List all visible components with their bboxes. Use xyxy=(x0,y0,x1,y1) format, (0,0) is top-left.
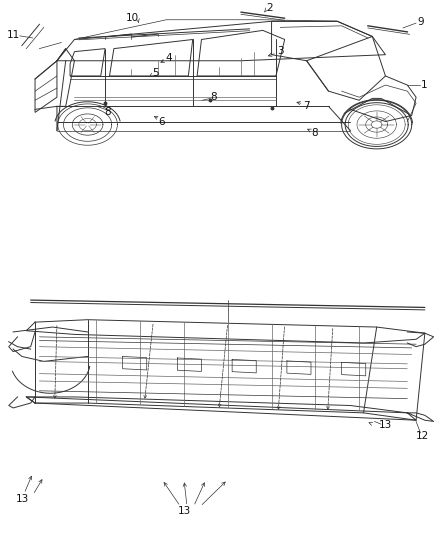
Text: 8: 8 xyxy=(210,92,217,102)
Text: 6: 6 xyxy=(159,117,166,126)
Text: 7: 7 xyxy=(303,101,310,111)
Text: 2: 2 xyxy=(266,3,273,13)
Text: 1: 1 xyxy=(420,80,427,90)
Text: 3: 3 xyxy=(277,46,284,56)
Text: 4: 4 xyxy=(165,53,172,63)
Text: 12: 12 xyxy=(416,431,429,441)
Text: 5: 5 xyxy=(152,68,159,78)
Text: 13: 13 xyxy=(16,494,29,504)
Text: 11: 11 xyxy=(7,30,20,40)
Text: 8: 8 xyxy=(311,128,318,138)
Text: 9: 9 xyxy=(417,17,424,27)
Text: 10: 10 xyxy=(126,13,139,23)
Text: 8: 8 xyxy=(104,108,111,117)
Text: 13: 13 xyxy=(379,420,392,430)
Text: 13: 13 xyxy=(177,506,191,516)
